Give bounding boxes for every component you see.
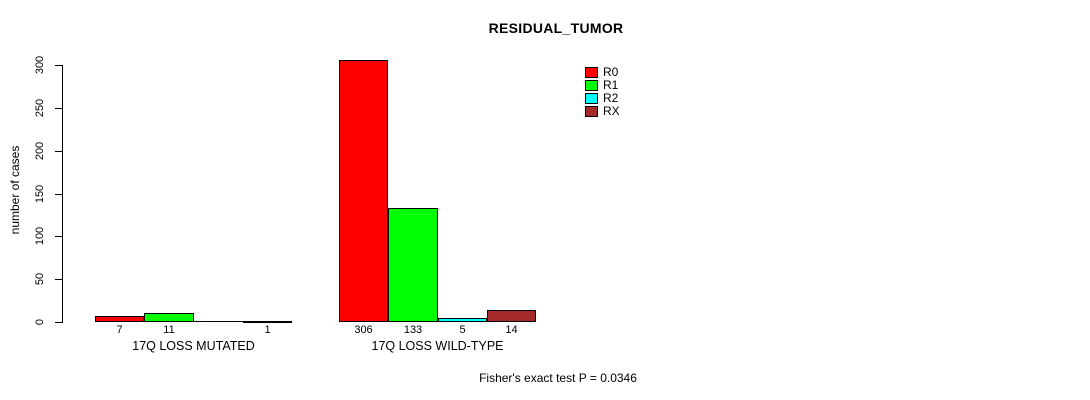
bar-r2 — [438, 318, 487, 322]
legend-label-rx: RX — [603, 104, 620, 118]
bar-rx — [243, 321, 292, 323]
chart-title: RESIDUAL_TUMOR — [488, 20, 624, 36]
legend-swatch-r0 — [585, 67, 598, 78]
bar-r0 — [95, 316, 144, 322]
y-axis-tick — [55, 151, 62, 152]
y-axis-tick-label: 50 — [34, 272, 46, 286]
bar-value-label: 133 — [403, 324, 423, 336]
bar-value-label: 7 — [116, 324, 123, 336]
legend-swatch-rx — [585, 106, 598, 117]
y-axis-tick — [55, 65, 62, 66]
y-axis-line — [62, 65, 63, 323]
bar-rx — [487, 310, 536, 322]
x-axis-category-label: 17Q LOSS WILD-TYPE — [371, 339, 504, 353]
bar-value-label: 11 — [163, 324, 175, 336]
bar-value-label: 14 — [505, 324, 518, 336]
fisher-test-annotation: Fisher's exact test P = 0.0346 — [479, 371, 637, 385]
bar-r1 — [144, 313, 194, 322]
x-axis-category-label: 17Q LOSS MUTATED — [132, 339, 255, 353]
y-axis-tick — [55, 194, 62, 195]
y-axis-tick — [55, 108, 62, 109]
legend-label-r2: R2 — [603, 91, 619, 105]
legend-swatch-r2 — [585, 93, 598, 104]
y-axis-tick-label: 0 — [34, 318, 46, 326]
y-axis-tick — [55, 236, 62, 237]
bar-r1 — [388, 208, 438, 322]
legend-label-r1: R1 — [603, 78, 619, 92]
y-axis-tick-label: 200 — [34, 141, 46, 161]
y-axis-tick — [55, 279, 62, 280]
bar-value-label: 5 — [459, 324, 466, 336]
y-axis-tick-label: 250 — [34, 98, 46, 118]
bar-value-label: 306 — [354, 324, 373, 336]
y-axis-tick — [55, 322, 62, 323]
legend-label-r0: R0 — [603, 65, 619, 79]
y-axis-tick-label: 100 — [34, 226, 46, 246]
y-axis-tick-label: 300 — [34, 55, 46, 75]
y-axis-tick-label: 150 — [34, 184, 46, 204]
bar-value-label: 1 — [264, 324, 271, 336]
bar-r0 — [339, 60, 388, 322]
legend-swatch-r1 — [585, 80, 598, 91]
